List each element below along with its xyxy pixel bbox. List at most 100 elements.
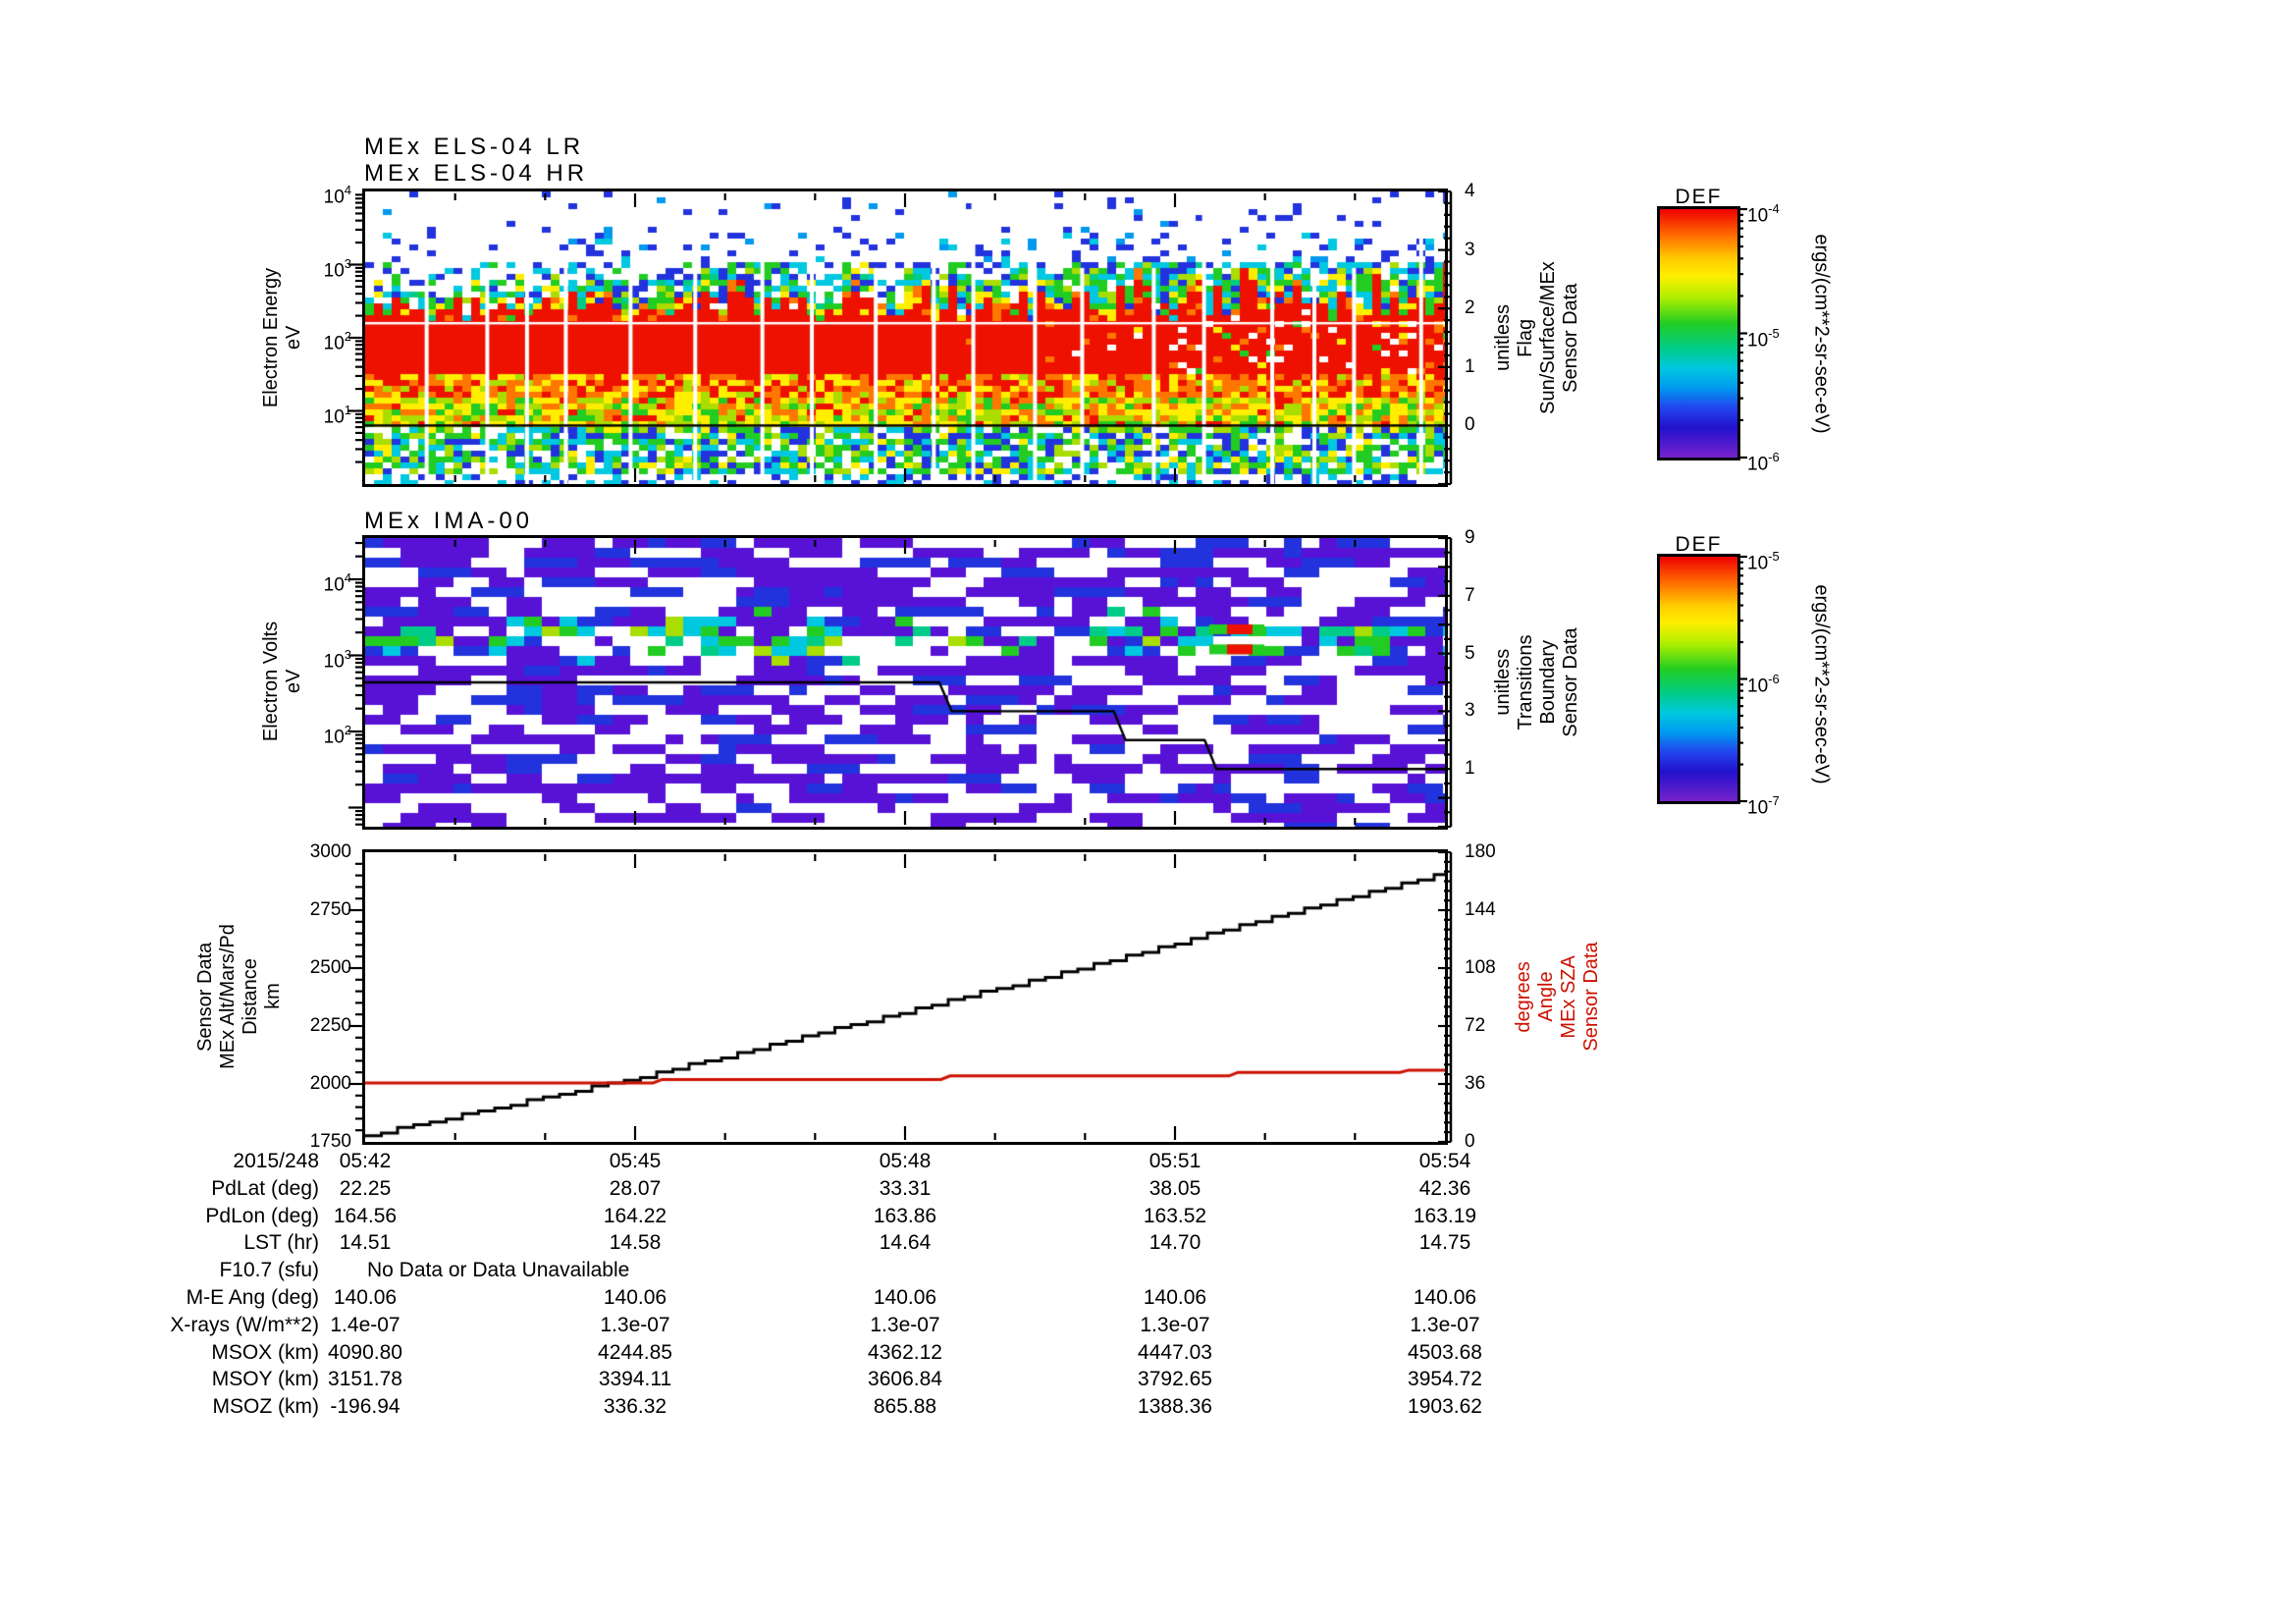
els-colorbar-title: DEF	[1675, 186, 1723, 208]
table-cell: 38.05	[1148, 1176, 1201, 1200]
els-title-hr: MEx ELS-04 HR	[364, 160, 589, 187]
table-row-label: MSOZ (km)	[212, 1395, 319, 1419]
alt-y-tick-label: 2250	[309, 1015, 351, 1036]
table-cell: 1388.36	[1138, 1395, 1212, 1419]
table-span-cell: No Data or Data Unavailable	[367, 1259, 630, 1282]
table-cell: 140.06	[333, 1286, 398, 1309]
table-row-label: PdLat (deg)	[211, 1176, 319, 1200]
axis-label-line: ergs/(cm**2-sr-sec-eV)	[1810, 234, 1833, 434]
ima-y-tick-label: 104	[323, 570, 351, 596]
table-cell: 163.19	[1413, 1204, 1477, 1227]
sza-tick-label: 36	[1465, 1073, 1486, 1094]
table-cell: 14.64	[879, 1231, 932, 1255]
table-cell: 3792.65	[1138, 1368, 1212, 1391]
table-row-label: X-rays (W/m**2)	[170, 1313, 319, 1336]
els-title-lr: MEx ELS-04 LR	[364, 134, 585, 160]
table-cell: 336.32	[603, 1395, 667, 1419]
boundary-tick-label: 5	[1465, 642, 1475, 664]
colorbar-tick-label: 10-6	[1747, 671, 1780, 696]
flag-tick-label: 1	[1465, 355, 1475, 377]
table-cell: 1.3e-07	[1140, 1313, 1210, 1336]
table-cell: 140.06	[873, 1286, 937, 1309]
table-row-label: LST (hr)	[243, 1231, 319, 1255]
els-colorbar	[1657, 206, 1740, 460]
colorbar-tick-label: 10-4	[1747, 201, 1780, 227]
table-cell: 28.07	[609, 1176, 662, 1200]
table-cell: 33.31	[879, 1176, 932, 1200]
table-cell: 4090.80	[328, 1340, 402, 1364]
colorbar-tick-label: 10-5	[1747, 325, 1780, 351]
flag-tick-label: 4	[1465, 181, 1475, 201]
alt-y-tick-label: 2500	[309, 957, 351, 978]
x-tick-label: 05:45	[609, 1150, 662, 1172]
alt-y-tick-label: 2750	[309, 899, 351, 920]
alt-sza-line-canvas	[365, 852, 1445, 1142]
table-cell: 22.25	[339, 1176, 392, 1200]
table-cell: 14.70	[1148, 1231, 1201, 1255]
ima-y-tick-label: 102	[323, 723, 351, 748]
axis-label-line: ergs/(cm**2-sr-sec-eV)	[1810, 584, 1833, 784]
els-y-tick-label: 101	[323, 402, 351, 427]
sza-tick-label: 72	[1465, 1015, 1486, 1036]
table-cell: 164.56	[333, 1204, 398, 1227]
els-spectrogram-canvas	[365, 191, 1445, 484]
els-colorbar-unit-label: ergs/(cm**2-sr-sec-eV)	[1810, 234, 1833, 433]
table-cell: 14.58	[609, 1231, 662, 1255]
flag-tick-label: 2	[1465, 298, 1475, 319]
ima-title: MEx IMA-00	[364, 508, 534, 534]
x-tick-label: 05:54	[1418, 1150, 1471, 1172]
sza-tick-label: 108	[1465, 957, 1496, 978]
sza-tick-label: 0	[1465, 1131, 1475, 1152]
table-cell: 163.52	[1143, 1204, 1207, 1227]
table-row-label: F10.7 (sfu)	[219, 1259, 319, 1282]
sza-tick-label: 180	[1465, 841, 1496, 862]
boundary-tick-label: 3	[1465, 700, 1475, 722]
x-tick-label: 05:51	[1148, 1150, 1201, 1172]
els-y-tick-label: 102	[323, 329, 351, 354]
boundary-tick-label: 1	[1465, 758, 1475, 780]
table-cell: 4447.03	[1138, 1340, 1212, 1364]
table-row-label: MSOY (km)	[211, 1368, 319, 1391]
ima-y-tick-label: 103	[323, 646, 351, 672]
x-axis-date-label: 2015/248	[233, 1150, 319, 1172]
boundary-tick-label: 7	[1465, 584, 1475, 606]
table-row-label: PdLon (deg)	[205, 1204, 319, 1227]
alt-y-tick-label: 2000	[309, 1073, 351, 1094]
ima-spectrogram-canvas	[365, 538, 1445, 827]
alt-y-tick-label: 3000	[309, 841, 351, 862]
els-y-tick-label: 104	[323, 183, 351, 208]
colorbar-tick-label: 10-5	[1747, 549, 1780, 574]
table-cell: 1.3e-07	[870, 1313, 940, 1336]
table-cell: 4503.68	[1408, 1340, 1482, 1364]
table-row-label: M-E Ang (deg)	[186, 1286, 319, 1309]
table-cell: 4362.12	[868, 1340, 942, 1364]
table-cell: 3954.72	[1408, 1368, 1482, 1391]
flag-tick-label: 3	[1465, 239, 1475, 260]
table-cell: 3394.11	[598, 1368, 672, 1391]
ima-colorbar-title: DEF	[1675, 533, 1723, 556]
table-cell: 4244.85	[598, 1340, 672, 1364]
table-cell: 140.06	[603, 1286, 667, 1309]
table-cell: 865.88	[873, 1395, 937, 1419]
sza-tick-label: 144	[1465, 899, 1496, 920]
table-cell: 1903.62	[1408, 1395, 1482, 1419]
table-cell: 1.3e-07	[1410, 1313, 1480, 1336]
table-cell: 1.4e-07	[330, 1313, 400, 1336]
ima-colorbar-unit-label: ergs/(cm**2-sr-sec-eV)	[1810, 584, 1833, 784]
table-cell: 3606.84	[868, 1368, 942, 1391]
alt-sza-panel-frame	[362, 849, 1448, 1145]
table-cell: -196.94	[330, 1395, 400, 1419]
table-cell: 3151.78	[328, 1368, 402, 1391]
table-row-label: MSOX (km)	[211, 1340, 319, 1364]
table-cell: 42.36	[1418, 1176, 1471, 1200]
ima-panel-frame	[362, 535, 1448, 830]
table-cell: 164.22	[603, 1204, 667, 1227]
els-y-tick-label: 103	[323, 255, 351, 281]
boundary-tick-label: 9	[1465, 527, 1475, 548]
table-cell: 140.06	[1413, 1286, 1477, 1309]
table-cell: 14.75	[1418, 1231, 1471, 1255]
table-cell: 140.06	[1143, 1286, 1207, 1309]
els-panel-frame	[362, 189, 1448, 487]
